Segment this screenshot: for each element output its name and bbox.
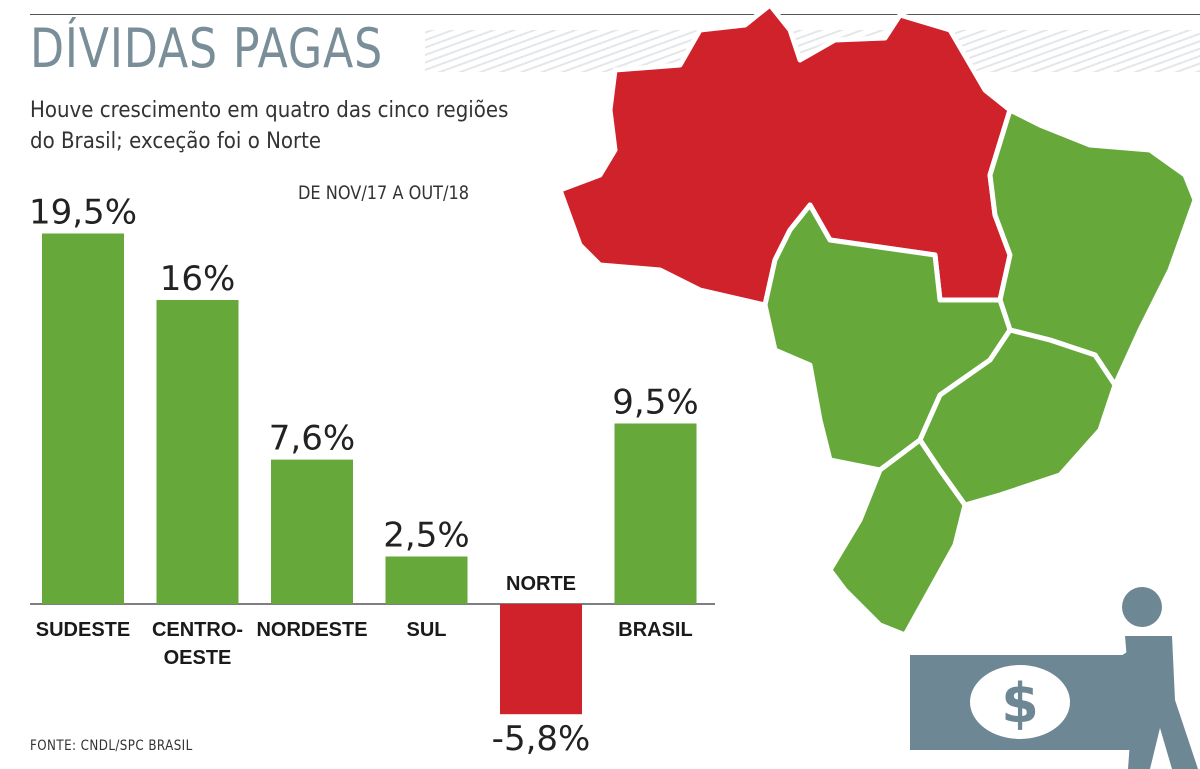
- value-label-5: 9,5%: [612, 383, 698, 423]
- top-rule: [30, 14, 1200, 15]
- dollar-sign-icon: $: [1001, 672, 1039, 735]
- category-label-0: SUDESTE: [36, 619, 130, 641]
- map-region-sudeste: [917, 327, 1118, 508]
- source-note: FONTE: CNDL/SPC BRASIL: [30, 738, 193, 754]
- value-label-1: 16%: [160, 259, 236, 299]
- category-label-3: SUL: [407, 619, 447, 641]
- category-label-5: BRASIL: [618, 619, 692, 641]
- map-region-sul: [827, 437, 968, 638]
- chart-title: DÍVIDAS PAGAS: [30, 17, 384, 80]
- value-label-2: 7,6%: [269, 419, 355, 459]
- money-illustration: $: [910, 587, 1198, 769]
- bar-3: [385, 556, 468, 604]
- chart-subtitle: Houve crescimento em quatro das cinco re…: [30, 95, 534, 157]
- value-label-0: 19,5%: [29, 193, 137, 233]
- bar-1: [156, 300, 239, 604]
- banknote-oval: [970, 665, 1070, 739]
- period-label: DE NOV/17 A OUT/18: [298, 182, 470, 204]
- category-label-1-0: CENTRO-: [152, 619, 243, 641]
- category-label-4: NORTE: [506, 573, 576, 595]
- value-label-4: -5,8%: [492, 719, 591, 759]
- category-label-1-1: OESTE: [164, 647, 232, 669]
- subtitle-line-2: do Brasil; exceção foi o Norte: [30, 129, 322, 154]
- bar-chart: 19,5% SUDESTE 16% CENTRO- OESTE 7,6% NORDESTE 2…: [29, 193, 715, 759]
- bar-5: [614, 423, 697, 604]
- subtitle-line-1: Houve crescimento em quatro das cinco re…: [30, 98, 509, 123]
- bar-2: [271, 459, 353, 604]
- brazil-map: [557, 2, 1198, 638]
- category-label-2: NORDESTE: [256, 619, 367, 641]
- person-icon: [1104, 587, 1198, 769]
- bar-4: [500, 604, 582, 715]
- value-label-3: 2,5%: [383, 516, 469, 556]
- bar-0: [42, 233, 124, 604]
